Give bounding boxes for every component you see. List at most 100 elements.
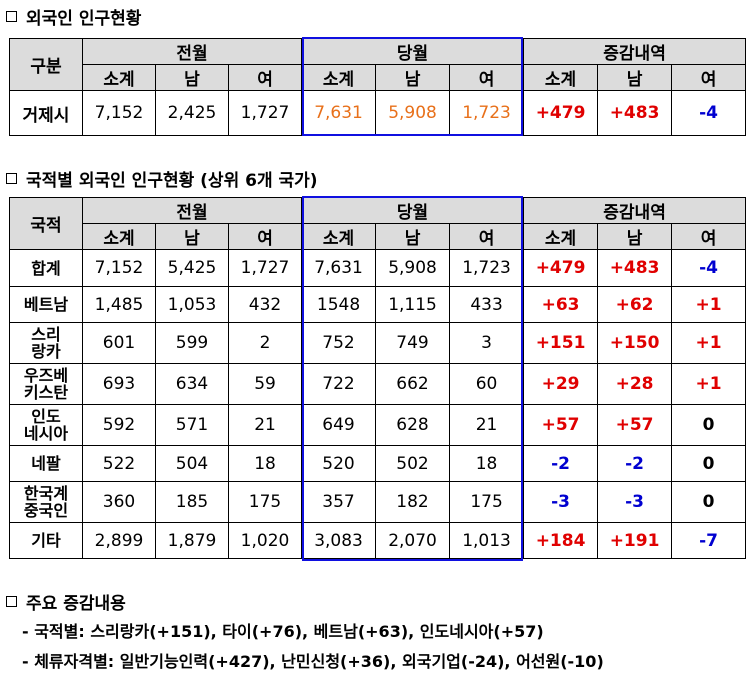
value-cell: 59 [227,363,303,405]
value-cell: 2 [227,322,303,364]
row-label: 인도 네시아 [9,404,83,446]
change-cell: -4 [671,90,747,136]
change-header: 증감내역 [523,38,747,65]
value-cell: 662 [375,363,451,405]
value-cell: 1,727 [227,249,303,287]
row-label: 한국계 중국인 [9,481,83,523]
subheader-cell: 여 [671,223,747,250]
change-cell: +483 [597,249,673,287]
value-cell: 433 [449,286,525,323]
change-cell: -2 [597,445,673,482]
subheader-cell: 남 [155,64,229,91]
value-cell: 3,083 [301,522,377,559]
value-cell: 7,152 [82,90,156,136]
row-label: 네팔 [9,445,83,482]
table-row: 네팔 522 504 18 520 502 18 -2 -2 0 [9,445,747,482]
table-row: 합계 7,152 5,425 1,727 7,631 5,908 1,723 +479 +483… [9,249,747,287]
subheader-cell: 여 [671,64,747,91]
value-cell: 599 [155,322,229,364]
checkbox-bullet-icon [6,11,17,22]
subheader-cell: 소계 [523,223,599,250]
subheader-cell: 소계 [82,64,156,91]
change-cell: +191 [597,522,673,559]
change-cell: +1 [671,322,747,364]
note-line-nationality: - 국적별: 스리랑카(+151), 타이(+76), 베트남(+63), 인도… [22,622,544,641]
change-header: 증감내역 [523,197,747,224]
value-cell: 1,053 [155,286,229,323]
checkbox-bullet-icon [6,173,17,184]
subheader-row: 소계 남 여 소계 남 여 소계 남 여 [10,64,747,91]
value-cell: 5,908 [375,249,451,287]
value-cell: 21 [449,404,525,446]
change-cell: -2 [523,445,599,482]
value-cell: 1,723 [449,249,525,287]
row-label: 기타 [9,522,83,559]
value-cell: 1,727 [227,90,303,136]
subheader-cell: 소계 [523,64,599,91]
value-cell: 357 [301,481,377,523]
value-cell: 2,070 [375,522,451,559]
change-cell: +1 [671,363,747,405]
value-cell: 175 [449,481,525,523]
value-cell: 749 [375,322,451,364]
change-cell: +184 [523,522,599,559]
change-cell: -3 [523,481,599,523]
section1-title: 외국인 인구현황 [26,9,142,29]
group-label-header: 국적 [9,197,83,250]
subheader-cell: 여 [449,64,525,91]
section3-title: 주요 증감내용 [26,594,126,614]
group-label-header: 구분 [9,38,83,91]
value-cell: 628 [375,404,451,446]
value-cell: 182 [375,481,451,523]
value-cell: 1,879 [155,522,229,559]
value-cell: 504 [155,445,229,482]
row-label: 베트남 [9,286,83,323]
value-cell: 2,425 [155,90,229,136]
prev-month-header: 전월 [81,38,303,65]
value-cell: 1,013 [449,522,525,559]
value-cell: 360 [82,481,156,523]
change-cell: +29 [523,363,599,405]
change-cell: +479 [523,249,599,287]
section1-heading: 외국인 인구현황 [6,4,141,29]
value-cell: 175 [227,481,303,523]
value-cell: 634 [155,363,229,405]
row-label: 우즈베 키스탄 [9,363,83,405]
value-cell: 60 [449,363,525,405]
change-cell: +28 [597,363,673,405]
value-cell: 1,115 [375,286,451,323]
nationality-table: 국적 전월 당월 증감내역 소계 남 여 소계 남 여 소계 남 여 합계 7,1… [9,197,747,559]
change-cell: 0 [671,445,747,482]
prev-month-header: 전월 [81,197,303,224]
value-cell: 571 [155,404,229,446]
table-row: 거제시 7,152 2,425 1,727 7,631 5,908 1,723 … [9,90,747,136]
value-cell: 5,908 [375,90,451,136]
row-label: 합계 [9,249,83,287]
value-cell: 601 [82,322,156,364]
change-cell: +483 [597,90,673,136]
row-label: 거제시 [9,90,83,136]
change-cell: -3 [597,481,673,523]
change-cell: +62 [597,286,673,323]
change-cell: -7 [671,522,747,559]
note-line-visa: - 체류자격별: 일반기능인력(+427), 난민신청(+36), 외국기업(-… [22,652,604,671]
value-cell: 432 [227,286,303,323]
subheader-cell: 소계 [301,64,377,91]
change-cell: +479 [523,90,599,136]
change-cell: +151 [523,322,599,364]
nationality-table-body: 합계 7,152 5,425 1,727 7,631 5,908 1,723 +479 +483… [9,249,747,559]
table-row: 인도 네시아 592 571 21 649 628 21 +57 +57 0 [9,404,747,446]
change-cell: -4 [671,249,747,287]
value-cell: 522 [82,445,156,482]
change-cell: +63 [523,286,599,323]
change-cell: +57 [597,404,673,446]
section2-heading: 국적별 외국인 인구현황 (상위 6개 국가) [6,166,318,191]
subheader-row: 소계 남 여 소계 남 여 소계 남 여 [10,223,747,250]
subheader-cell: 소계 [301,223,377,250]
table-row: 베트남 1,485 1,053 432 1548 1,115 433 +63 +62 +1 [9,286,747,323]
value-cell: 752 [301,322,377,364]
subheader-cell: 소계 [82,223,156,250]
table-row: 한국계 중국인 360 185 175 357 182 175 -3 -3 0 [9,481,747,523]
value-cell: 3 [449,322,525,364]
section3-heading: 주요 증감내용 [6,589,126,614]
